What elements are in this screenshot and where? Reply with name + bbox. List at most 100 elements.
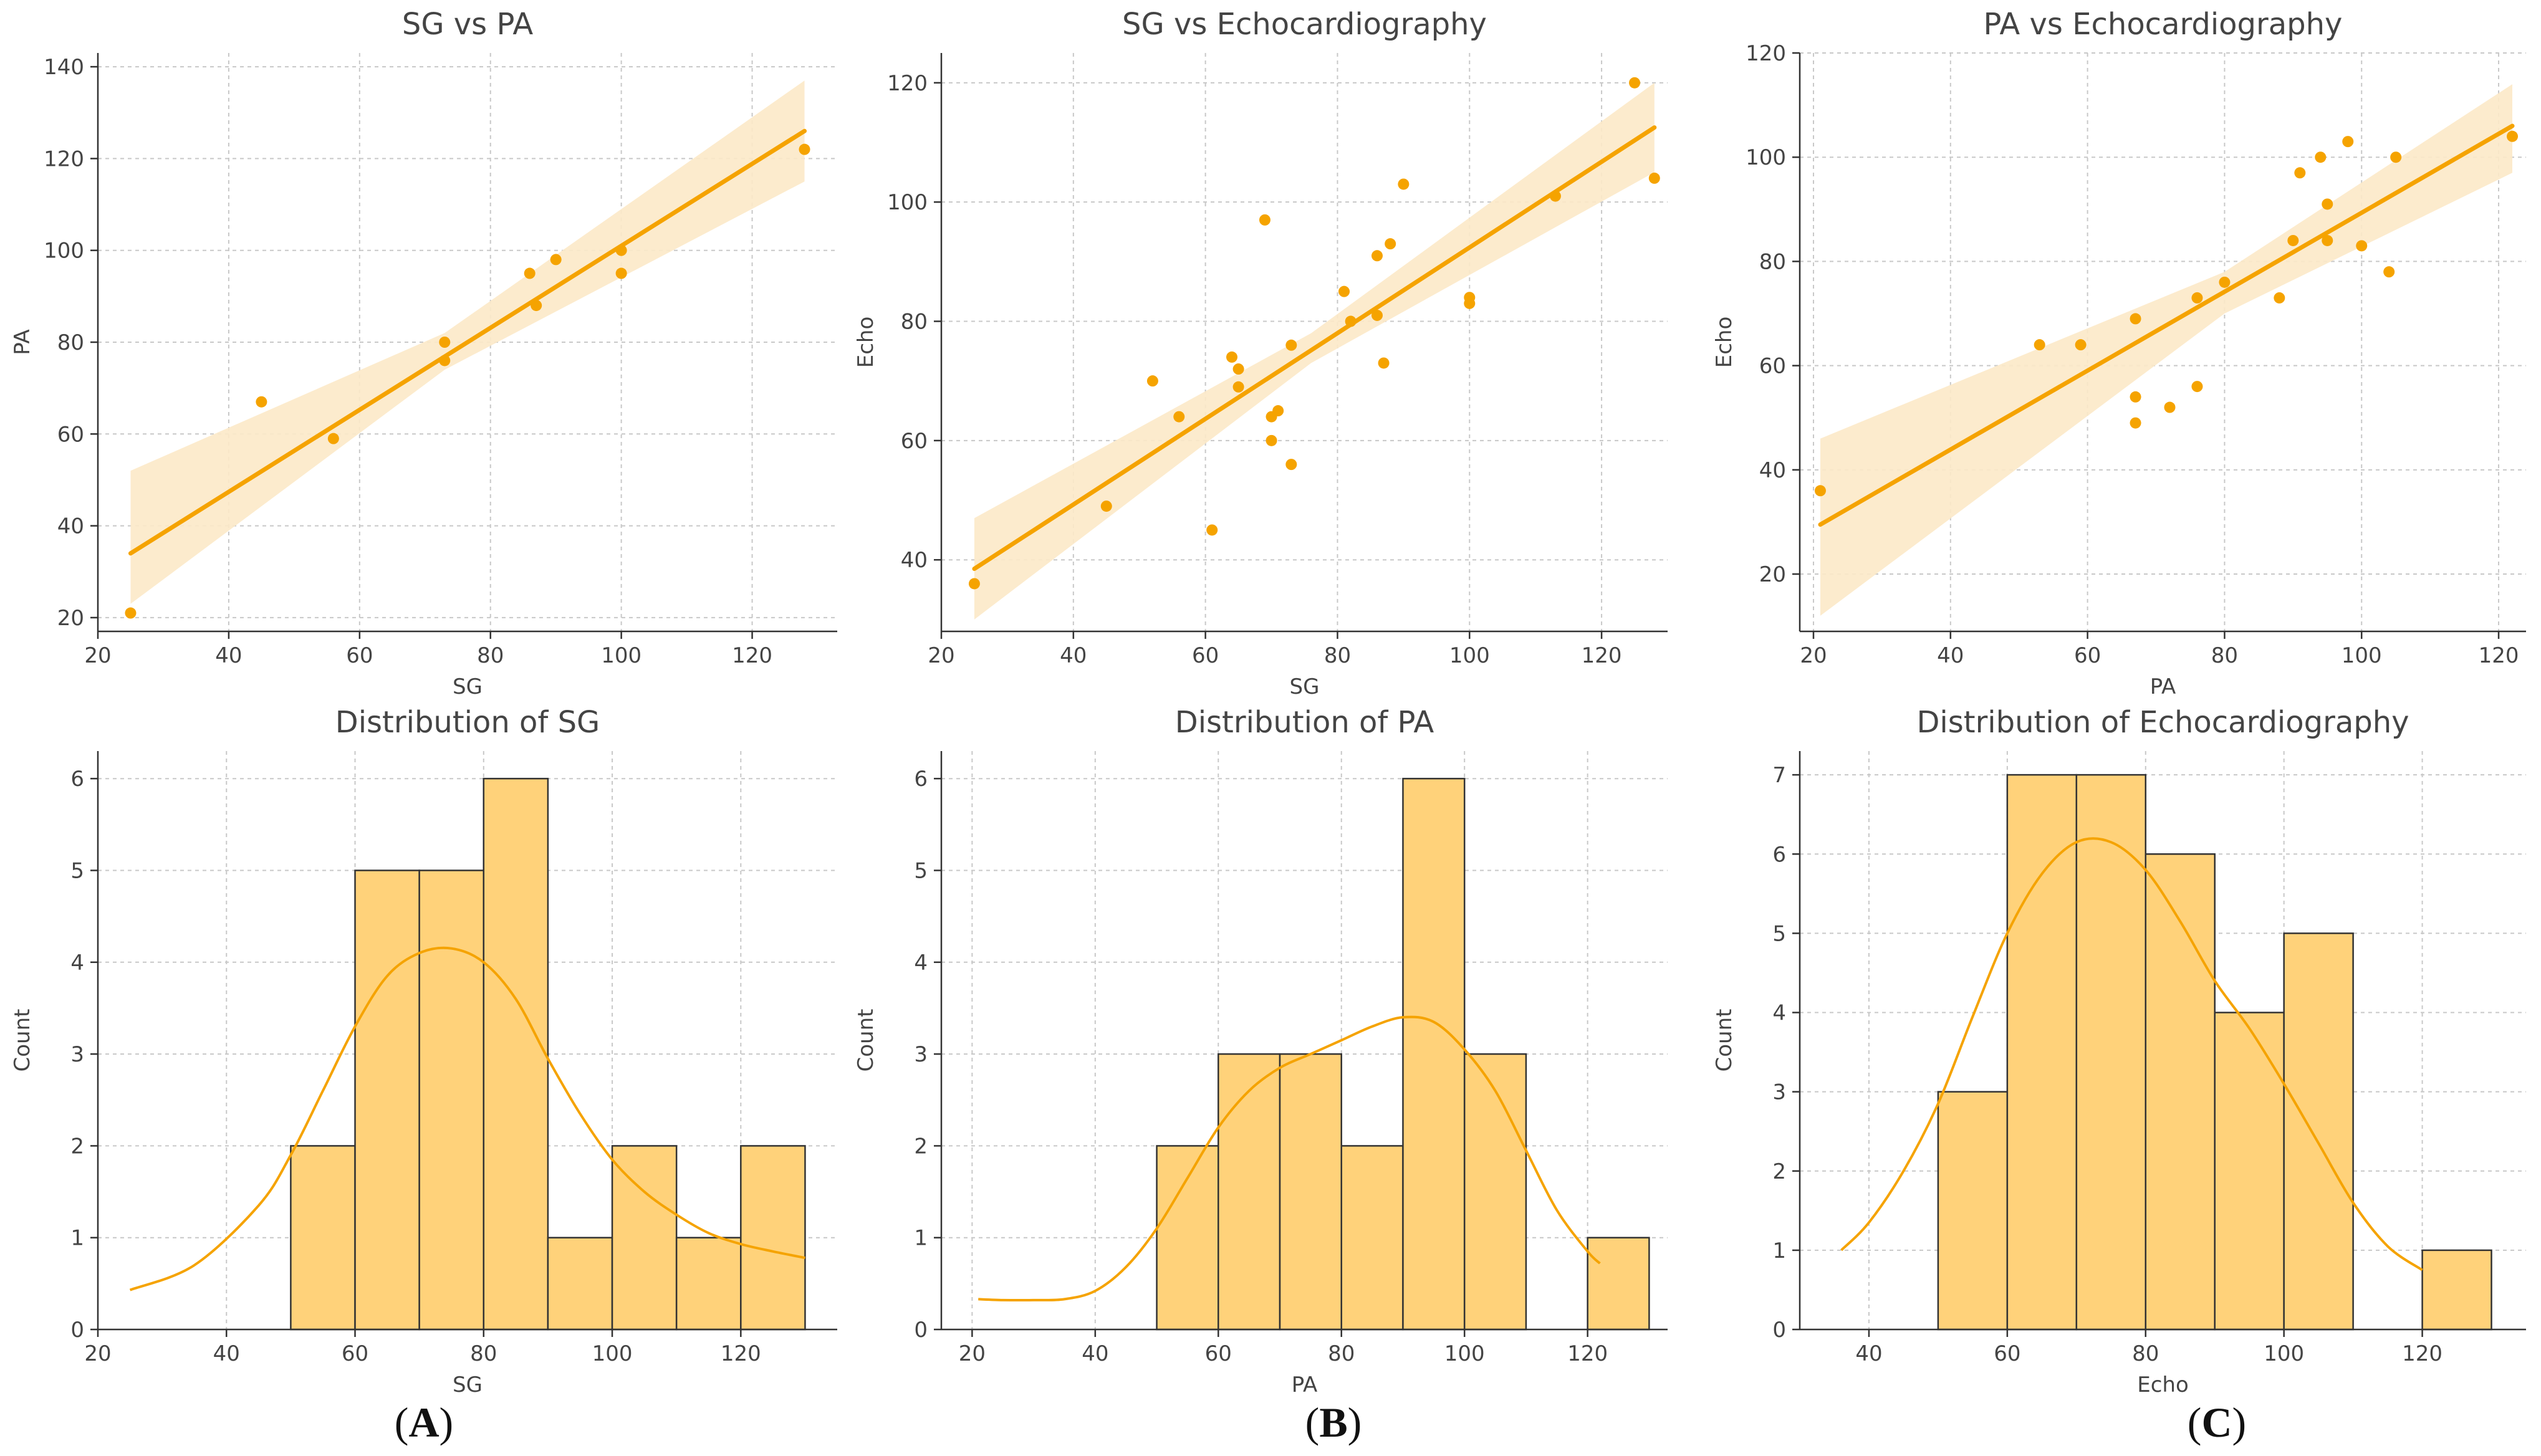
data-point bbox=[1206, 524, 1218, 536]
x-tick-label: 60 bbox=[1994, 1341, 2020, 1366]
data-point bbox=[1285, 339, 1297, 351]
data-point bbox=[2130, 313, 2141, 325]
data-point bbox=[1371, 309, 1383, 321]
data-point bbox=[439, 337, 451, 348]
y-tick-label: 60 bbox=[57, 422, 84, 447]
y-tick-label: 100 bbox=[44, 239, 84, 264]
y-tick-label: 4 bbox=[914, 951, 928, 975]
histogram-bar bbox=[740, 1145, 806, 1331]
x-tick-label: 40 bbox=[1937, 643, 1964, 668]
data-point bbox=[2287, 234, 2299, 246]
y-tick-label: 40 bbox=[57, 514, 84, 539]
x-tick-label: 120 bbox=[732, 643, 772, 668]
histogram-bar bbox=[2214, 1012, 2285, 1331]
x-tick-label: 60 bbox=[2074, 643, 2101, 668]
chart-panel-1: 20 40 60 80 100 120 20 40 60 80 100 120 140 SG vs PA S… bbox=[10, 7, 837, 699]
histogram-bar bbox=[547, 1237, 613, 1331]
y-tick-label: 0 bbox=[70, 1318, 84, 1343]
grid-lines bbox=[1800, 751, 2526, 1330]
x-tick-label: 40 bbox=[213, 1341, 240, 1366]
histogram-bar bbox=[354, 869, 420, 1331]
y-tick-label: 5 bbox=[1772, 921, 1786, 946]
y-tick-label: 60 bbox=[901, 429, 928, 454]
chart-title: Distribution of SG bbox=[335, 705, 600, 740]
data-point bbox=[2130, 391, 2141, 403]
data-point bbox=[1464, 297, 1476, 309]
data-point bbox=[968, 578, 980, 590]
data-point bbox=[550, 254, 562, 266]
histogram-bar bbox=[1402, 777, 1466, 1331]
y-tick-label: 1 bbox=[1772, 1238, 1786, 1263]
data-point bbox=[2191, 381, 2203, 393]
data-point bbox=[1385, 238, 1396, 250]
y-tick-label: 2 bbox=[1772, 1159, 1786, 1184]
x-tick-label: 60 bbox=[342, 1341, 368, 1366]
x-tick-label: 100 bbox=[1444, 1341, 1485, 1366]
data-point bbox=[1232, 381, 1244, 393]
y-tick-label: 3 bbox=[1772, 1080, 1786, 1105]
data-point bbox=[1549, 190, 1561, 202]
histogram-bar bbox=[1587, 1237, 1650, 1331]
chart-title: SG vs PA bbox=[402, 7, 533, 42]
y-tick-label: 120 bbox=[887, 71, 928, 96]
kde-curve bbox=[129, 946, 805, 1291]
x-tick-label: 120 bbox=[2402, 1341, 2443, 1366]
y-tick-label: 80 bbox=[901, 310, 928, 335]
data-point bbox=[2390, 151, 2402, 163]
data-point bbox=[2507, 130, 2519, 142]
data-point bbox=[615, 244, 627, 256]
y-tick-label: 1 bbox=[914, 1226, 928, 1251]
data-point bbox=[1378, 357, 1390, 369]
x-tick-label: 20 bbox=[1800, 643, 1827, 668]
y-tick-label: 4 bbox=[1772, 1001, 1786, 1026]
chart-panel-3: 20 40 60 80 100 120 20 40 60 80 100 120 PA vs Echoca… bbox=[1712, 7, 2526, 699]
data-point bbox=[1226, 351, 1237, 363]
x-tick-label: 20 bbox=[928, 643, 954, 668]
data-point bbox=[1266, 434, 1277, 446]
y-tick-label: 2 bbox=[70, 1134, 84, 1159]
y-tick-label: 40 bbox=[1759, 458, 1786, 483]
y-tick-label: 140 bbox=[44, 55, 84, 80]
data-point bbox=[2294, 167, 2306, 179]
chart-panel-6: 40 60 80 100 120 0 1 2 3 4 5 6 7 Distribution of Echo… bbox=[1712, 705, 2526, 1397]
chart-title: Distribution of PA bbox=[1175, 705, 1434, 740]
y-tick-label: 120 bbox=[44, 146, 84, 171]
panel-labels: (A) (B) (C) bbox=[395, 1399, 2246, 1446]
data-point bbox=[1100, 501, 1112, 512]
y-tick-label: 2 bbox=[914, 1134, 928, 1159]
y-axis-label: Echo bbox=[1712, 317, 1737, 368]
histogram-bar bbox=[1937, 1091, 2009, 1331]
histogram-bar bbox=[675, 1237, 742, 1331]
data-point bbox=[2356, 240, 2368, 252]
data-point bbox=[1173, 411, 1185, 423]
x-tick-label: 60 bbox=[346, 643, 373, 668]
x-tick-label: 40 bbox=[1060, 643, 1087, 668]
x-tick-label: 120 bbox=[1567, 1341, 1608, 1366]
data-point bbox=[2383, 266, 2395, 278]
x-tick-label: 100 bbox=[1449, 643, 1490, 668]
data-point bbox=[2315, 151, 2327, 163]
data-point bbox=[1345, 315, 1357, 327]
data-point bbox=[2322, 198, 2333, 210]
data-point bbox=[439, 355, 451, 366]
regression-line bbox=[972, 125, 1657, 572]
data-point bbox=[1629, 77, 1641, 89]
confidence-band bbox=[1820, 84, 2513, 616]
data-point bbox=[327, 433, 339, 444]
x-tick-label: 80 bbox=[470, 1341, 497, 1366]
data-point bbox=[531, 300, 542, 312]
histogram-bar bbox=[2075, 774, 2147, 1331]
y-tick-label: 120 bbox=[1746, 41, 1786, 66]
regression-line bbox=[128, 128, 807, 556]
chart-title: Distribution of Echocardiography bbox=[1916, 705, 2409, 740]
histogram-bar bbox=[2421, 1249, 2492, 1331]
data-point bbox=[799, 143, 810, 155]
confidence-band bbox=[974, 82, 1655, 620]
data-point bbox=[1146, 375, 1158, 387]
x-tick-label: 80 bbox=[1328, 1341, 1355, 1366]
data-point bbox=[2075, 339, 2087, 351]
y-tick-label: 3 bbox=[914, 1042, 928, 1067]
data-point bbox=[125, 607, 137, 619]
x-tick-label: 100 bbox=[592, 1341, 633, 1366]
